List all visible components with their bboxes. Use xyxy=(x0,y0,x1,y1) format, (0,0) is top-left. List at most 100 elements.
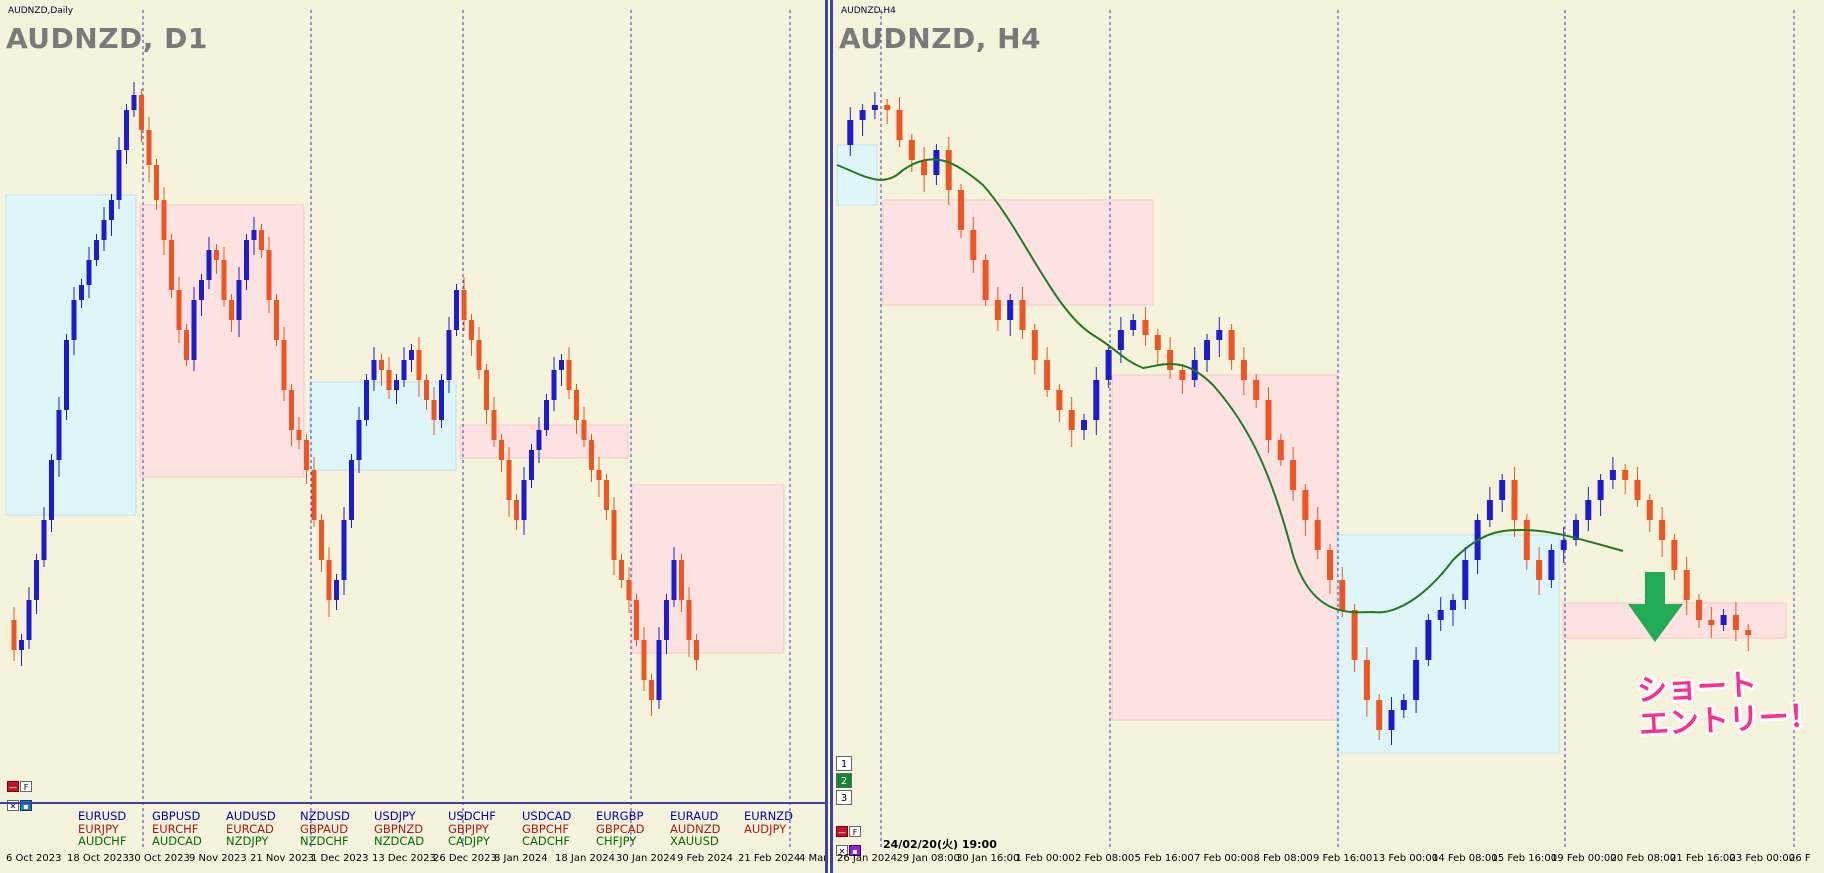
candle-body xyxy=(1634,480,1641,500)
candle-body xyxy=(1130,320,1137,330)
symbol-link[interactable]: NZDUSD xyxy=(300,809,350,823)
symbol-link[interactable]: EURUSD xyxy=(78,809,127,823)
symbol-link[interactable]: GBPNZD xyxy=(374,821,424,836)
down-arrow-icon xyxy=(1628,572,1683,642)
candle-body xyxy=(1523,520,1530,560)
candle-body xyxy=(1265,400,1272,440)
color-button[interactable]: ▪ xyxy=(20,800,32,811)
candle-body xyxy=(1142,320,1149,335)
candle-body xyxy=(491,410,497,440)
x-axis-label: 9 Feb 2024 xyxy=(677,853,733,864)
symbol-link[interactable]: NZDCHF xyxy=(300,834,349,848)
daily-chart-window[interactable]: AUDNZD,Daily AUDNZD, D1 — F ✕ ▪ EURUSD EURJ… xyxy=(0,0,828,873)
candle-body xyxy=(296,430,302,440)
color-button[interactable]: ▪ xyxy=(849,845,861,856)
symbol-link[interactable]: GBPUSD xyxy=(152,809,201,823)
candle-body xyxy=(56,410,62,460)
timeframe-3[interactable]: 3 xyxy=(836,790,852,805)
symbol-link[interactable]: GBPCAD xyxy=(596,821,645,836)
range-box xyxy=(1111,374,1338,721)
minimize-button[interactable]: — xyxy=(7,781,19,792)
candle-body xyxy=(266,250,272,300)
symbol-link[interactable]: NZDCAD xyxy=(374,834,425,848)
symbol-link[interactable]: EURGBP xyxy=(596,809,644,823)
h4-chart-canvas[interactable] xyxy=(833,0,1824,873)
candle-body xyxy=(1425,620,1432,660)
float-button[interactable]: F xyxy=(20,781,32,792)
candle-body xyxy=(514,500,519,520)
candle-body xyxy=(1093,380,1100,420)
close-button[interactable]: ✕ xyxy=(7,800,19,811)
candle-body xyxy=(311,470,317,520)
symbol-link[interactable]: XAUUSD xyxy=(670,834,719,848)
symbol-link[interactable]: GBPCHF xyxy=(522,821,570,836)
x-axis-label: 30 Jan 2024 xyxy=(616,853,676,864)
candle-body xyxy=(364,380,369,420)
candle-body xyxy=(1609,470,1616,480)
symbol-link[interactable]: CADJPY xyxy=(448,834,490,848)
candle-body xyxy=(1696,600,1702,620)
candle-body xyxy=(334,580,339,600)
symbol-link[interactable]: EURNZD xyxy=(744,809,794,823)
candle-body xyxy=(871,105,878,110)
x-axis-label: 23 Feb 00:00 xyxy=(1729,853,1796,864)
symbol-link[interactable]: CADCHF xyxy=(522,834,571,848)
candle-body xyxy=(214,250,219,260)
candle-body xyxy=(1683,570,1690,600)
float-button[interactable]: F xyxy=(849,826,861,837)
timeframe-1[interactable]: 1 xyxy=(836,756,852,771)
candle-body xyxy=(259,230,264,250)
candle-body xyxy=(529,450,534,480)
symbol-link[interactable]: USDJPY xyxy=(374,809,416,823)
candle-body xyxy=(1548,550,1555,580)
candle-body xyxy=(1081,420,1087,430)
candle-body xyxy=(1413,660,1420,700)
candle-body xyxy=(146,130,152,165)
candle-body xyxy=(664,600,669,640)
candle-body xyxy=(349,460,354,520)
symbol-link[interactable]: CHFJPY xyxy=(596,834,637,848)
candle-body xyxy=(1154,335,1161,350)
x-axis-label: 13 Feb 00:00 xyxy=(1372,853,1439,864)
x-axis-label: 8 Feb 08:00 xyxy=(1253,853,1313,864)
candle-body xyxy=(1044,360,1051,390)
minimize-button[interactable]: — xyxy=(836,826,848,837)
candle-body xyxy=(109,200,114,220)
symbol-link[interactable]: GBPJPY xyxy=(448,821,489,836)
x-axis-label: 29 Jan 08:00 xyxy=(896,853,960,864)
h4-chart-window[interactable]: AUDNZD,H4 AUDNZD, H4 ショート エントリー！ 1 2 3 —… xyxy=(830,0,1824,873)
symbol-link[interactable]: EURAUD xyxy=(670,809,719,823)
candle-body xyxy=(274,300,279,340)
symbol-link[interactable]: AUDCAD xyxy=(152,834,202,848)
x-axis-label: 7 Feb 00:00 xyxy=(1194,853,1254,864)
candle-body xyxy=(634,600,639,640)
candle-body xyxy=(1314,520,1321,550)
symbol-link[interactable]: AUDCHF xyxy=(78,834,127,848)
candle-body xyxy=(551,370,557,400)
candle-body xyxy=(1486,500,1493,520)
crosshair-date-readout: 24/02/20(火) 19:00 xyxy=(883,838,997,851)
x-axis: 26 Jan 2024 29 Jan 08:00 30 Jan 16:00 1 Feb… xyxy=(833,850,1824,870)
symbol-link[interactable]: NZDJPY xyxy=(226,834,269,848)
symbol-link[interactable]: AUDNZD xyxy=(670,821,721,836)
symbol-link[interactable]: USDCHF xyxy=(448,809,496,823)
symbol-link[interactable]: GBPAUD xyxy=(300,821,349,836)
timeframe-2[interactable]: 2 xyxy=(836,773,852,788)
close-button[interactable]: ✕ xyxy=(836,845,848,856)
symbol-link[interactable]: EURCAD xyxy=(226,821,274,836)
symbol-link[interactable]: EURJPY xyxy=(78,821,119,836)
candle-body xyxy=(229,300,234,320)
candle-body xyxy=(604,480,609,510)
candle-body xyxy=(341,520,347,580)
symbol-link[interactable]: AUDUSD xyxy=(226,809,276,823)
candle-body xyxy=(1745,630,1752,635)
candle-body xyxy=(169,240,174,290)
daily-chart-canvas[interactable] xyxy=(0,0,828,873)
symbol-link[interactable]: USDCAD xyxy=(522,809,572,823)
symbol-link[interactable]: EURCHF xyxy=(152,821,199,836)
x-axis-label: 9 Nov 2023 xyxy=(189,853,247,864)
divider xyxy=(0,802,825,804)
candle-body xyxy=(1499,480,1506,500)
candle-body xyxy=(933,150,940,175)
symbol-link[interactable]: AUDJPY xyxy=(744,821,787,836)
